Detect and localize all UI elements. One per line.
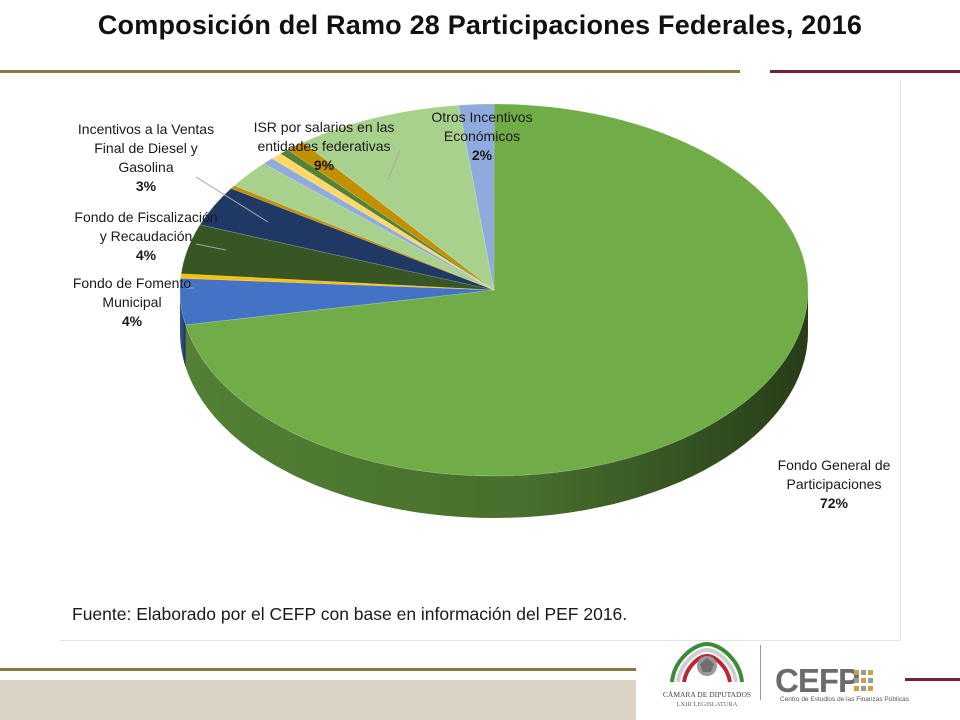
label-otros: Otros Incentivos Económicos 2% [412, 108, 552, 165]
pie-slice-0 [185, 103, 809, 477]
pie-slice-2 [180, 273, 495, 291]
label-fondo-general: Fondo General de Participaciones 72% [764, 456, 904, 513]
title-rule-maroon [770, 70, 960, 73]
label-fomento-pct: 4% [121, 313, 143, 329]
label-fomento-line1: Fondo de Fomento [72, 275, 192, 291]
leader-line-2 [195, 243, 227, 251]
label-otros-line1: Otros Incentivos [431, 109, 533, 125]
pie-slice-1 [179, 277, 495, 326]
pie-slice-10 [287, 141, 495, 291]
pie-side-shade-1 [180, 290, 186, 367]
label-incentivos-pct: 3% [135, 178, 157, 194]
footer-strip [0, 680, 636, 720]
pie-slice-8 [271, 153, 495, 291]
pie-slice-12 [458, 103, 495, 291]
label-isr-line1: ISR por salarios en las [253, 119, 395, 135]
leader-line-1 [195, 176, 269, 223]
label-incentivos-line3: Gasolina [118, 159, 174, 175]
footer-rule-maroon [905, 678, 960, 681]
label-incentivos-line1: Incentivos a la Ventas [77, 121, 215, 137]
pie-slice-7 [263, 158, 495, 291]
pie-slice-9 [279, 149, 495, 291]
label-fomento-line2: Municipal [102, 294, 162, 310]
pie-side-shade-0 [185, 290, 809, 518]
pie-slice-5 [230, 185, 495, 291]
label-isr: ISR por salarios en las entidades federa… [244, 118, 404, 175]
source-note: Fuente: Elaborado por el CEFP con base e… [72, 604, 628, 624]
label-otros-pct: 2% [471, 147, 493, 163]
label-incentivos-line2: Final de Diesel y [94, 140, 198, 156]
label-fiscalizacion-line2: y Recaudación [99, 228, 193, 244]
label-isr-pct: 9% [313, 157, 335, 173]
label-otros-line2: Económicos [443, 128, 521, 144]
leader-line-0 [387, 149, 401, 181]
label-fondo-general-line2: Participaciones [786, 476, 882, 492]
pie-slice-11 [302, 104, 495, 291]
logo-divider [760, 645, 761, 700]
camara-seal-icon [670, 641, 744, 683]
leader-lines [186, 149, 401, 289]
label-incentivos-ventas: Incentivos a la Ventas Final de Diesel y… [66, 120, 226, 196]
cefp-subtitle: Centro de Estudios de las Finanzas Públi… [780, 696, 909, 703]
label-fondo-general-line1: Fondo General de [777, 457, 891, 473]
page-title: Composición del Ramo 28 Participaciones … [97, 10, 863, 40]
cefp-logo: CEFP [775, 662, 860, 699]
pie-slice-3 [180, 224, 495, 291]
legislatura-label: LXIII LEGISLATURA [676, 701, 738, 708]
label-fondo-general-pct: 72% [819, 495, 849, 511]
camara-label: CÁMARA DE DIPUTADOS [662, 690, 752, 699]
label-fiscalizacion-pct: 4% [135, 247, 157, 263]
pie-slice-4 [199, 188, 495, 291]
pie-slice-6 [233, 163, 495, 291]
label-fomento: Fondo de Fomento Municipal 4% [62, 274, 202, 331]
label-fiscalizacion-line1: Fondo de Fiscalización [74, 209, 218, 225]
pie-side-group [180, 290, 809, 518]
label-isr-line2: entidades federativas [257, 138, 391, 154]
footer-rule-olive [0, 668, 636, 671]
label-fiscalizacion: Fondo de Fiscalización y Recaudación 4% [66, 208, 226, 265]
title-rule-olive [0, 70, 740, 73]
cefp-grid-icon [854, 670, 873, 691]
pie-top-group [179, 103, 809, 477]
